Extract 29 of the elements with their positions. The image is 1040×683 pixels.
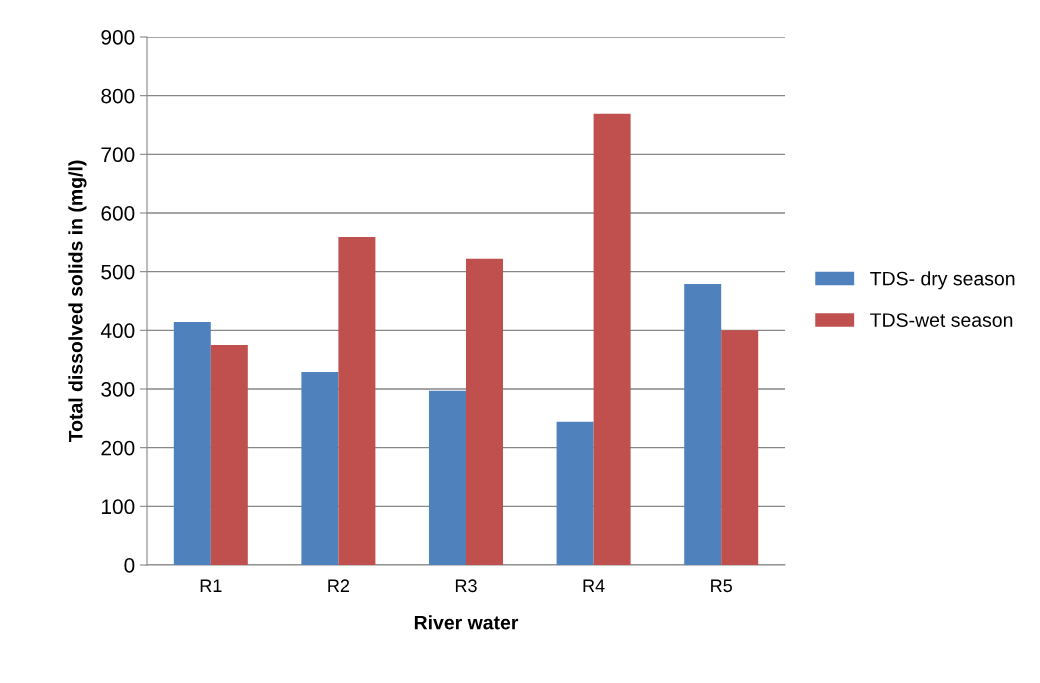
bar bbox=[429, 390, 466, 565]
bar bbox=[338, 237, 376, 565]
y-tick-label: 200 bbox=[101, 440, 135, 456]
bar bbox=[301, 371, 339, 565]
legend-label: TDS-wet season bbox=[870, 313, 1013, 327]
y-tick-label: 800 bbox=[101, 88, 135, 104]
y-tick-label: 900 bbox=[101, 30, 135, 45]
x-tick-label: R4 bbox=[583, 579, 605, 592]
bar bbox=[466, 258, 503, 565]
y-tick-label: 600 bbox=[101, 206, 135, 221]
y-tick-label: 400 bbox=[100, 323, 135, 339]
y-tick-label: 700 bbox=[101, 147, 135, 163]
x-tick-label: R1 bbox=[200, 579, 222, 592]
y-tick-label: 500 bbox=[101, 264, 135, 280]
bar bbox=[684, 283, 722, 565]
y-tick-label: 0 bbox=[124, 558, 135, 573]
bar bbox=[173, 322, 211, 565]
y-axis-title: Total dissolved solids in (mg/l) bbox=[68, 160, 87, 443]
legend-label: TDS- dry season bbox=[870, 271, 1015, 290]
x-axis-title: River water bbox=[414, 615, 519, 630]
bar bbox=[210, 345, 248, 565]
x-tick-label: R3 bbox=[455, 579, 477, 593]
y-tick-label: 100 bbox=[102, 499, 135, 515]
x-tick-label: R2 bbox=[328, 579, 350, 592]
bar bbox=[721, 330, 759, 565]
bar bbox=[556, 421, 594, 565]
x-tick-label: R5 bbox=[711, 579, 732, 593]
y-tick-label: 300 bbox=[101, 382, 135, 397]
bar bbox=[593, 113, 631, 565]
